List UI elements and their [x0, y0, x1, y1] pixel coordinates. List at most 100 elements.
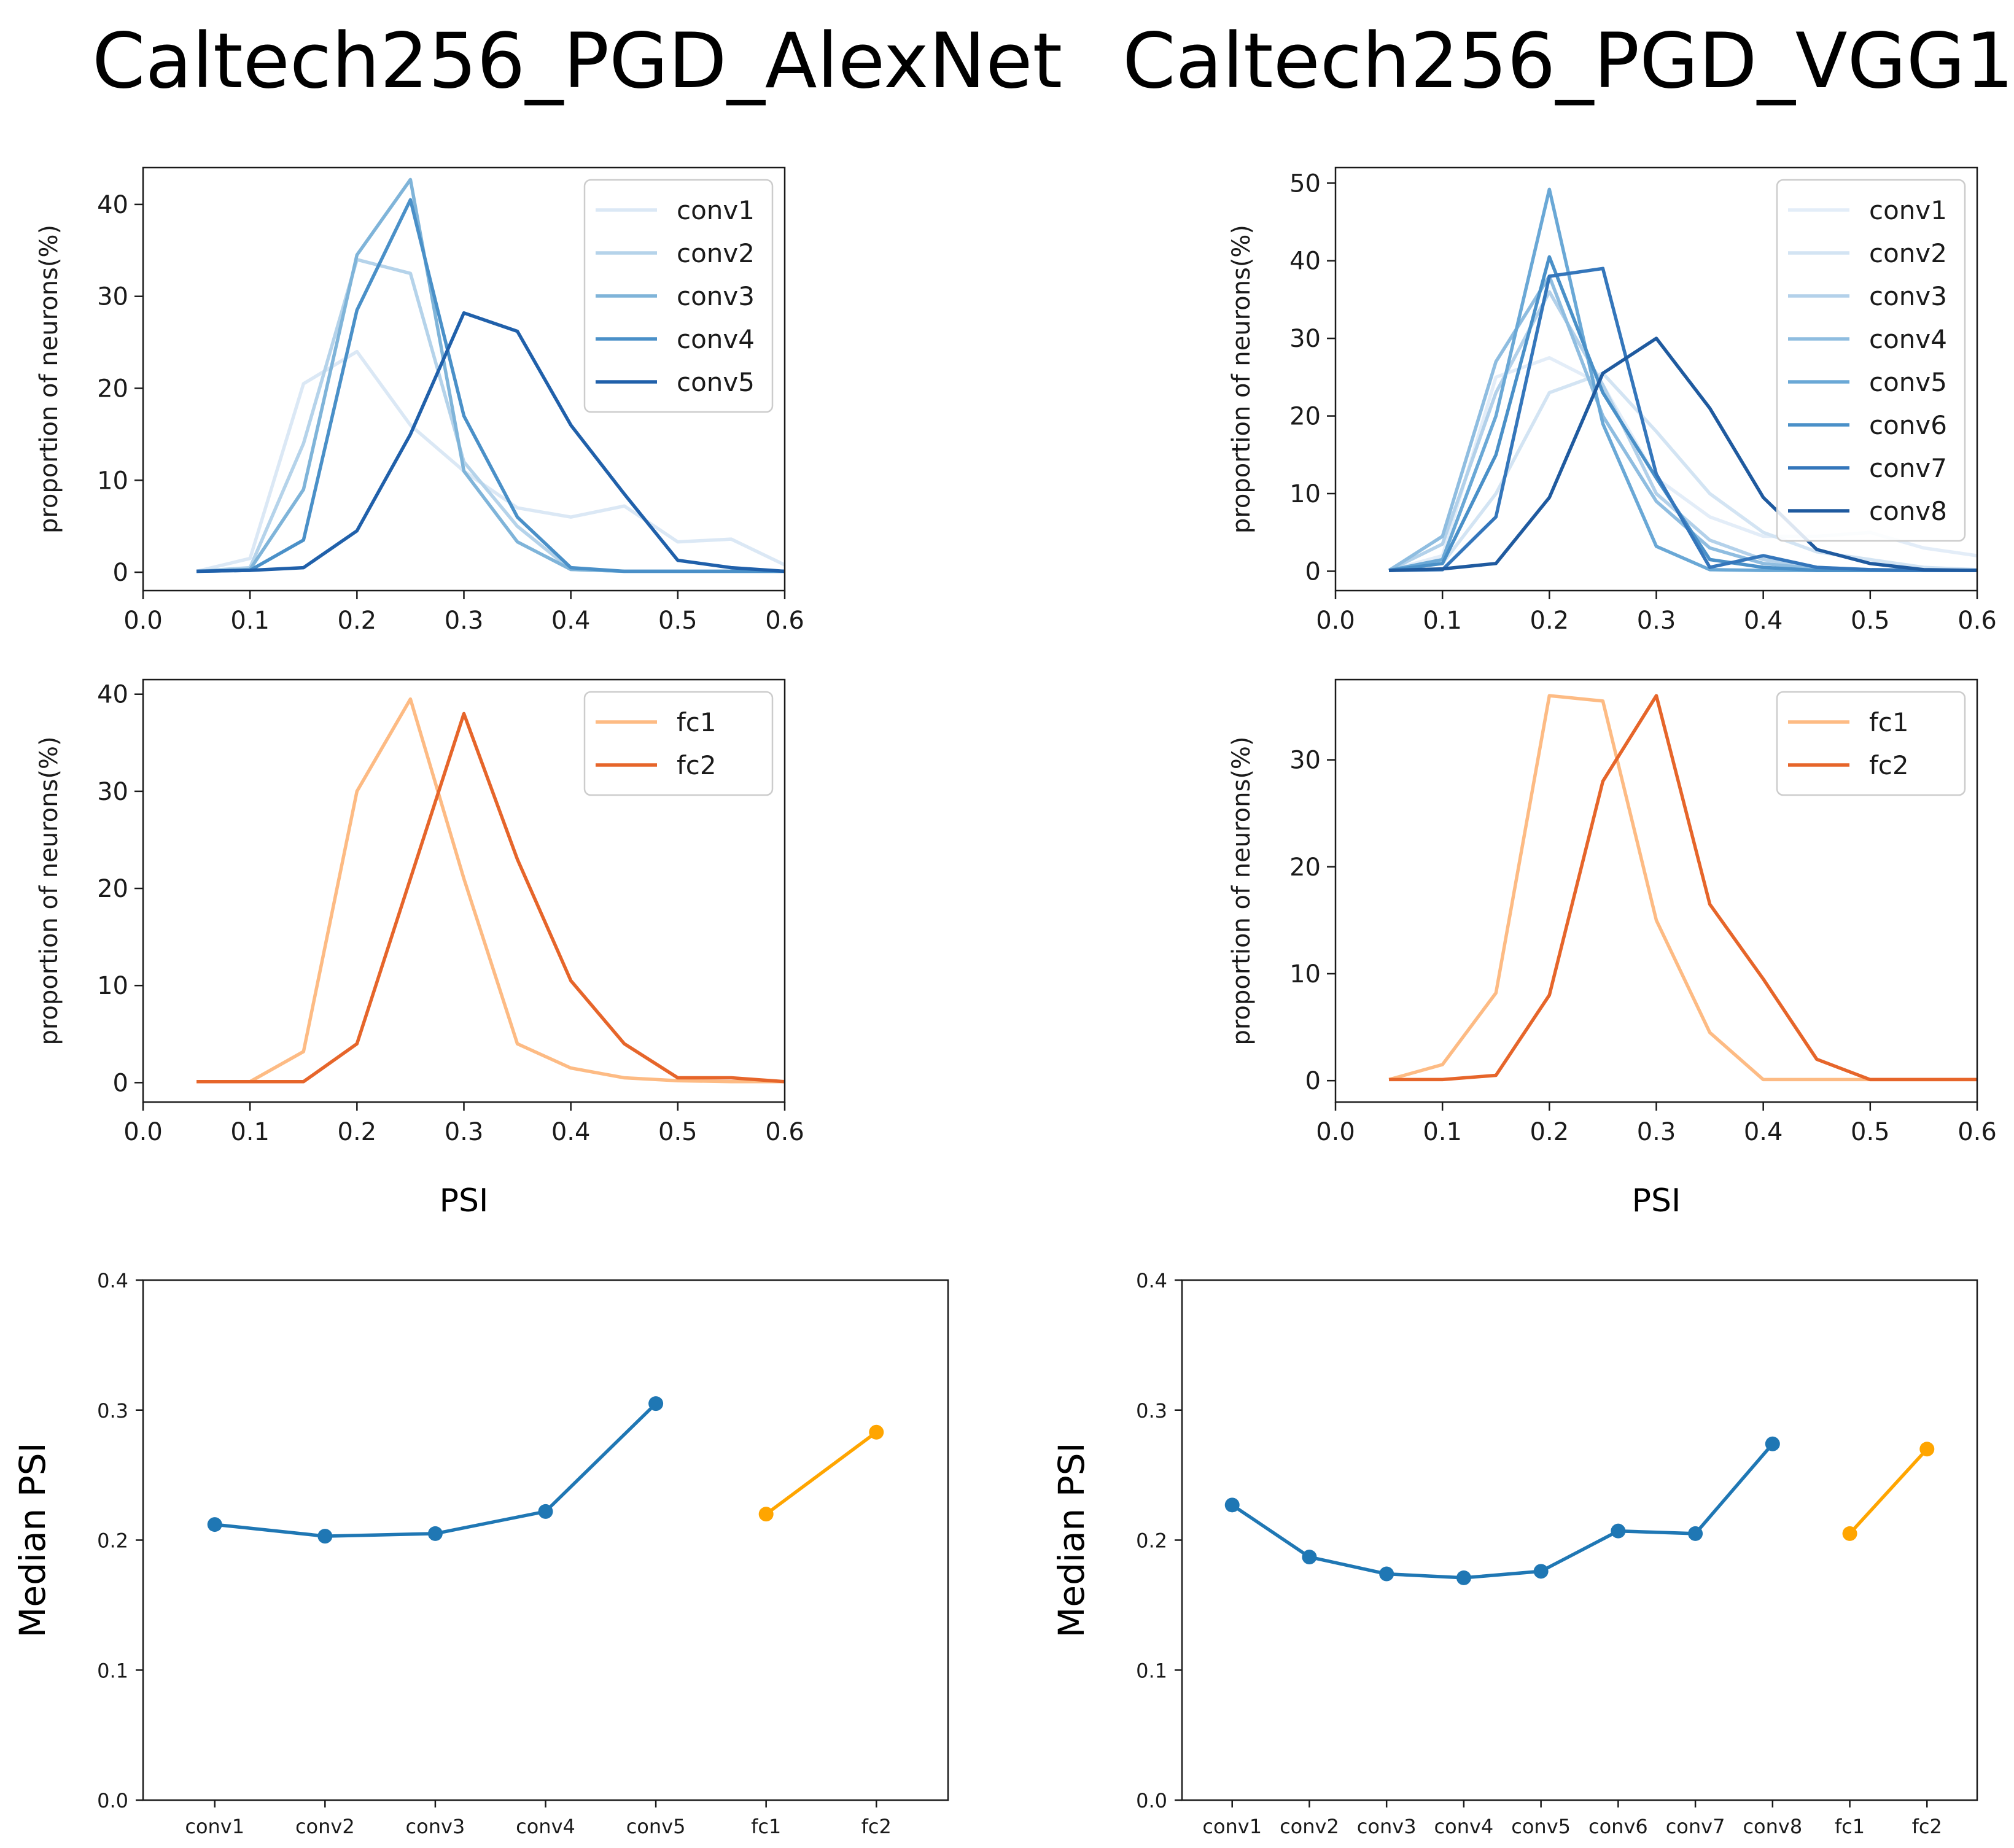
alex_conv-legend-label-conv1: conv1 [677, 195, 755, 225]
figure-title-right: Caltech256_PGD_VGG11 [1122, 17, 2014, 106]
vgg_median-point-conv6 [1611, 1523, 1626, 1539]
alex_conv-ylabel: proportion of neurons(%) [35, 225, 63, 534]
vgg_median-xtick-label: conv8 [1743, 1815, 1802, 1838]
vgg_conv-xtick-label: 0.6 [1958, 607, 1997, 635]
alex_fc-legend-box [583, 691, 774, 796]
vgg_conv-xtick-label: 0.4 [1744, 607, 1783, 635]
alex_median-point-conv1 [207, 1517, 222, 1532]
vgg_conv-xtick-label: 0.5 [1851, 607, 1890, 635]
alex_conv-xtick-label: 0.0 [123, 607, 163, 635]
vgg_median-ytick-label: 0.3 [1136, 1399, 1167, 1423]
vgg_conv-xtick-label: 0.3 [1637, 607, 1676, 635]
alex_median-ytick-label: 0.4 [97, 1269, 128, 1292]
vgg_fc-xtick-label: 0.5 [1851, 1118, 1890, 1146]
vgg_conv-legend-box [1776, 179, 1966, 542]
alex_median-series-fc [765, 1431, 877, 1516]
alex_conv-legend-label-conv4: conv4 [677, 324, 755, 354]
vgg_fc-ytick-label: 10 [1289, 960, 1321, 988]
alex_conv-ytick-label: 0 [113, 559, 128, 587]
alex_fc-ytick-label: 40 [97, 681, 128, 709]
vgg_median-xtick-label: fc1 [1835, 1815, 1865, 1838]
alex_conv-xtick-label: 0.1 [230, 607, 270, 635]
vgg_median-point-conv4 [1456, 1570, 1471, 1585]
alex_conv-xtick-label: 0.5 [658, 607, 698, 635]
vgg_median-ytick-label: 0.1 [1136, 1659, 1167, 1682]
vgg_conv-legend-label-conv3: conv3 [1869, 281, 1947, 311]
vgg_median-xtick-label: conv4 [1434, 1815, 1494, 1838]
vgg_median-ylabel: Median PSI [1051, 1442, 1092, 1637]
alex_median-point-conv5 [648, 1396, 664, 1411]
figure-title-left: Caltech256_PGD_AlexNet [92, 17, 1063, 106]
vgg_fc-xtick-label: 0.4 [1744, 1118, 1783, 1146]
vgg_conv-xtick-label: 0.2 [1530, 607, 1569, 635]
vgg_median-ytick-label: 0.4 [1136, 1269, 1167, 1292]
vgg_median-point-fc1 [1842, 1526, 1857, 1541]
vgg_conv-legend-label-conv5: conv5 [1869, 367, 1947, 397]
alex_fc-xtick-label: 0.1 [230, 1118, 270, 1146]
vgg_conv-ytick-label: 10 [1289, 480, 1321, 508]
vgg_conv-series-conv2 [1388, 371, 1978, 572]
vgg_median-xtick-label: conv1 [1202, 1815, 1262, 1838]
alex_median-ylabel: Median PSI [12, 1442, 53, 1637]
alex_median-xtick-label: fc2 [861, 1815, 892, 1838]
alex_conv-xtick-label: 0.2 [338, 607, 377, 635]
vgg_conv-legend-label-conv8: conv8 [1869, 496, 1947, 526]
vgg_fc-legend-label-fc1: fc1 [1869, 707, 1909, 737]
vgg_conv-panel: 0.0 0.1 0.2 0.3 0.4 0.5 0.6 0 10 20 30 40 50 proporti… [1227, 166, 1997, 635]
vgg_median-axes-frame [1181, 1279, 1978, 1801]
alex_fc-panel: 0.0 0.1 0.2 0.3 0.4 0.5 0.6 0 10 20 30 40 proportion… [35, 678, 804, 1219]
alex_fc-xtick-label: 0.3 [445, 1118, 484, 1146]
alex_median-xtick-label: conv2 [295, 1815, 355, 1838]
alex_conv-xtick-label: 0.3 [445, 607, 484, 635]
vgg_median-xtick-label: conv2 [1280, 1815, 1339, 1838]
vgg_conv-legend: conv1 conv2 conv3 conv4 conv5 conv6 conv7 conv8 [1776, 179, 1966, 542]
vgg_conv-legend-label-conv7: conv7 [1869, 453, 1947, 483]
vgg_fc-ylabel: proportion of neurons(%) [1227, 736, 1256, 1045]
alex_fc-ytick-label: 10 [97, 972, 128, 1000]
alex_conv-legend-box [583, 179, 774, 413]
vgg_fc-legend-label-fc2: fc2 [1869, 750, 1909, 780]
alex_median-ytick-label: 0.0 [97, 1789, 128, 1812]
vgg_median-series-conv [1231, 1443, 1774, 1580]
alex_median-point-conv2 [317, 1529, 333, 1544]
vgg_median-point-conv5 [1533, 1564, 1549, 1579]
vgg_conv-ytick-label: 30 [1289, 325, 1321, 353]
alex_median-xtick-label: conv1 [185, 1815, 244, 1838]
vgg_median-xtick-label: conv7 [1666, 1815, 1725, 1838]
vgg_conv-ytick-label: 40 [1289, 247, 1321, 276]
alex_conv-ytick-label: 20 [97, 375, 128, 403]
vgg_median-point-conv7 [1688, 1526, 1703, 1541]
vgg_median-xtick-label: conv5 [1511, 1815, 1571, 1838]
vgg_fc-xtick-label: 0.2 [1530, 1118, 1569, 1146]
alex_median-xtick-label: conv3 [406, 1815, 465, 1838]
alex_fc-legend-label-fc1: fc1 [677, 707, 717, 737]
alex_median-ytick-label: 0.3 [97, 1399, 128, 1423]
alex_fc-ytick-label: 0 [113, 1069, 128, 1097]
vgg_conv-series-conv7 [1389, 266, 1977, 572]
vgg_fc-xtick-label: 0.3 [1637, 1118, 1676, 1146]
vgg_median-xtick-label: conv3 [1357, 1815, 1417, 1838]
vgg_fc-legend-box [1776, 691, 1966, 796]
alex_fc-xtick-label: 0.5 [658, 1118, 698, 1146]
alex_conv-ytick-label: 10 [97, 467, 128, 495]
alex_conv-xtick-label: 0.4 [551, 607, 591, 635]
alex_fc-ytick-label: 30 [97, 778, 128, 806]
vgg_fc-ytick-label: 0 [1305, 1067, 1321, 1095]
alex_conv-ytick-label: 30 [97, 283, 128, 311]
alex_conv-legend-label-conv2: conv2 [677, 238, 755, 268]
vgg_fc-xtick-label: 0.6 [1958, 1118, 1997, 1146]
alex_median-xtick-label: conv5 [626, 1815, 686, 1838]
vgg_median-point-conv2 [1302, 1550, 1317, 1565]
alex_median-xtick-label: conv4 [516, 1815, 575, 1838]
alex_fc-series-fc1 [196, 697, 785, 1084]
alex_conv-xtick-label: 0.6 [765, 607, 804, 635]
vgg_conv-xtick-label: 0.0 [1316, 607, 1355, 635]
alex_conv-ytick-label: 40 [97, 191, 128, 219]
vgg_conv-legend-label-conv6: conv6 [1869, 410, 1947, 440]
alex_fc-xtick-label: 0.0 [123, 1118, 163, 1146]
vgg_conv-series-conv8 [1389, 336, 1978, 572]
vgg_median-xtick-label: conv6 [1588, 1815, 1648, 1838]
alex_conv-series-conv5 [196, 311, 785, 573]
